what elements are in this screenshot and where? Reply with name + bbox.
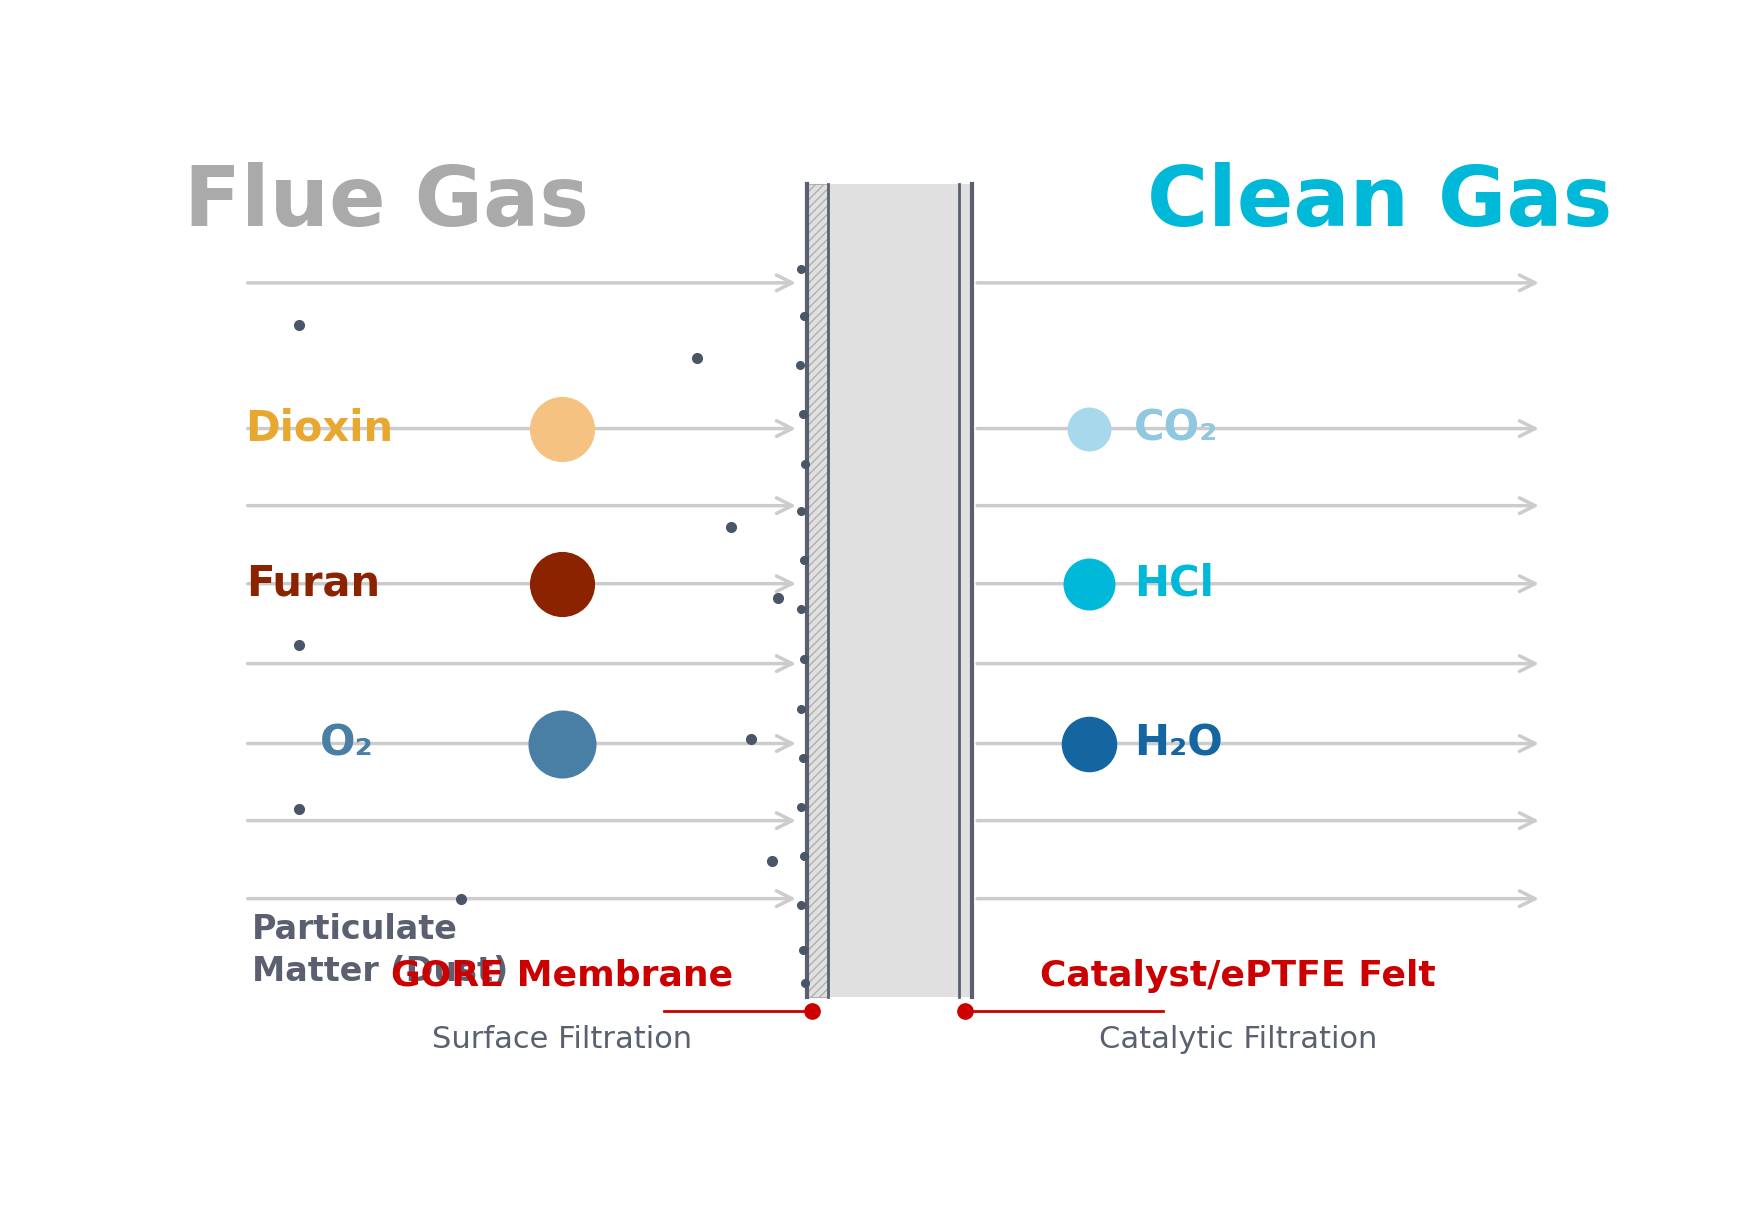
Text: GORE Membrane: GORE Membrane	[390, 958, 734, 993]
Point	[549, 574, 577, 593]
Text: Surface Filtration: Surface Filtration	[432, 1026, 692, 1054]
Bar	[807, 184, 971, 998]
Point	[549, 419, 577, 438]
Point	[1075, 574, 1103, 593]
Text: CO₂: CO₂	[1133, 408, 1218, 449]
Point	[1075, 419, 1103, 438]
Text: Particulate
Matter (Dust): Particulate Matter (Dust)	[251, 913, 507, 988]
Point	[549, 734, 577, 753]
Text: HCl: HCl	[1133, 563, 1213, 604]
Text: O₂: O₂	[319, 723, 373, 764]
Text: Catalytic Filtration: Catalytic Filtration	[1098, 1026, 1377, 1054]
Text: Flue Gas: Flue Gas	[185, 162, 589, 243]
Text: Furan: Furan	[246, 563, 380, 604]
Text: H₂O: H₂O	[1133, 723, 1222, 764]
Text: Catalyst/ePTFE Felt: Catalyst/ePTFE Felt	[1041, 958, 1436, 993]
Bar	[807, 184, 828, 998]
Text: Clean Gas: Clean Gas	[1147, 162, 1612, 243]
Point	[1075, 734, 1103, 753]
Text: Dioxin: Dioxin	[246, 408, 394, 449]
